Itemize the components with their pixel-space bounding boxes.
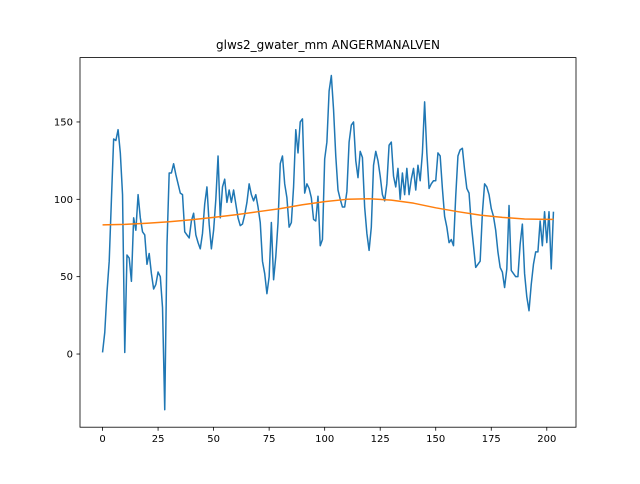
line-series: [102, 197, 554, 226]
chart-title: glws2_gwater_mm ANGERMANALVEN: [216, 38, 440, 52]
plot-frame: [79, 57, 577, 428]
y-tick-label: 0: [67, 350, 73, 361]
x-tick-label: 25: [152, 434, 165, 445]
line-series: [101, 74, 555, 411]
x-tick-label: 175: [482, 434, 501, 445]
x-tick-label: 100: [315, 434, 334, 445]
x-tick-label: 50: [207, 434, 220, 445]
y-tick-label: 50: [60, 272, 73, 283]
x-tick-label: 150: [426, 434, 445, 445]
x-tick-label: 0: [99, 434, 105, 445]
y-tick-label: 100: [54, 195, 73, 206]
x-tick-label: 125: [371, 434, 390, 445]
x-tick-label: 75: [263, 434, 276, 445]
y-tick-label: 150: [54, 117, 73, 128]
x-tick-label: 200: [537, 434, 556, 445]
